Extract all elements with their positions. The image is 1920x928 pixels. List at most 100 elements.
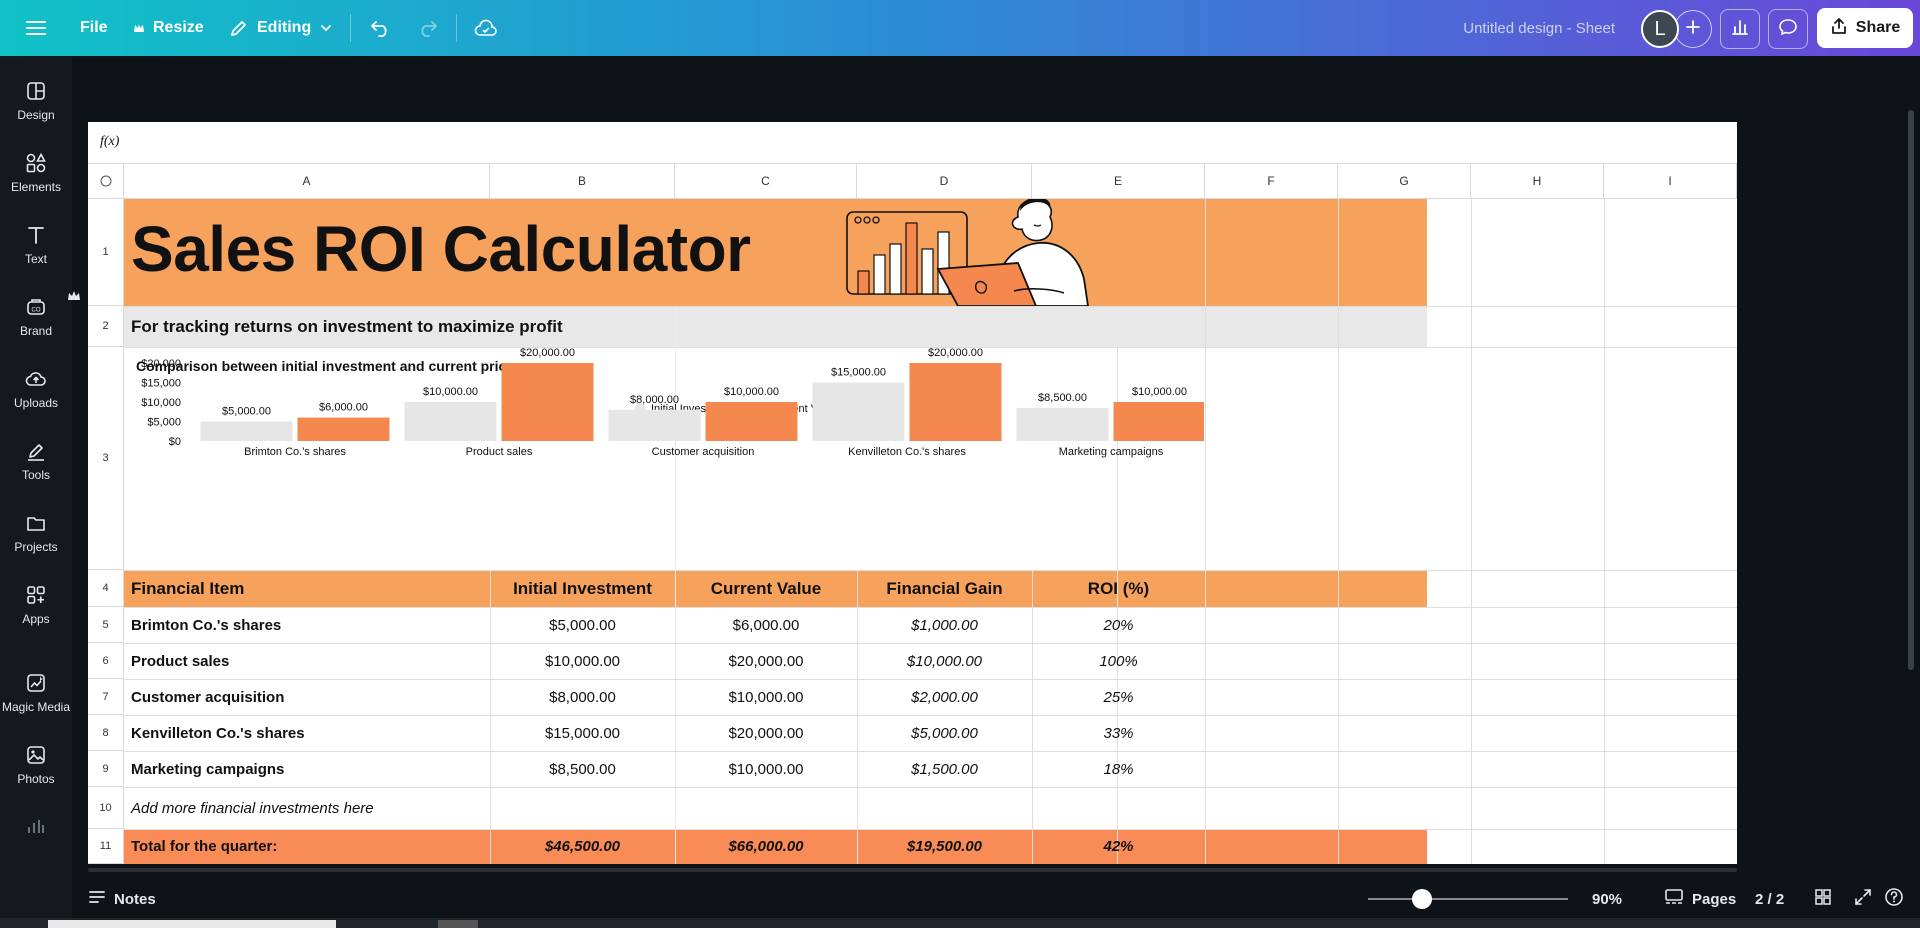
table-cell-financial-item[interactable]: Marketing campaigns (131, 760, 285, 778)
column-header-b[interactable]: B (490, 164, 675, 199)
table-cell-roi[interactable]: 18% (1103, 760, 1134, 778)
row-header-2[interactable]: 2 (88, 306, 124, 347)
table-cell-current-value[interactable]: $20,000.00 (728, 724, 804, 742)
table-cell-initial-investment[interactable]: $8,500.00 (549, 760, 616, 778)
sidebar-item-uploads[interactable]: Uploads (0, 368, 72, 410)
sidebar-item-charts[interactable] (0, 816, 72, 834)
editing-mode-dropdown[interactable]: Editing (229, 0, 333, 56)
vertical-scrollbar[interactable] (1908, 110, 1914, 670)
zoom-level[interactable]: 90% (1592, 890, 1623, 908)
row-header-6[interactable]: 6 (88, 643, 124, 679)
table-cell-financial-gain[interactable]: $2,000.00 (911, 688, 978, 706)
zoom-slider-handle[interactable] (1412, 889, 1432, 909)
sheet-title[interactable]: Sales ROI Calculator (131, 213, 751, 285)
sidebar-item-magic-media[interactable]: Magic Media (0, 672, 72, 714)
total-initial-investment[interactable]: $46,500.00 (544, 838, 621, 855)
horizontal-scrollbar[interactable] (88, 868, 1737, 872)
table-header-financial-gain[interactable]: Financial Gain (886, 578, 1003, 598)
undo-button[interactable] (370, 0, 392, 56)
sidebar-item-projects[interactable]: Projects (0, 512, 72, 554)
row-header-9[interactable]: 9 (88, 751, 124, 787)
table-cell-initial-investment[interactable]: $10,000.00 (544, 652, 621, 670)
row-header-11[interactable]: 11 (88, 829, 124, 864)
avatar[interactable]: L (1641, 10, 1679, 48)
row-header-3[interactable]: 3 (88, 347, 124, 570)
table-cell-current-value[interactable]: $10,000.00 (728, 688, 804, 706)
share-button[interactable]: Share (1817, 8, 1913, 48)
table-cell-financial-gain[interactable]: $5,000.00 (911, 724, 978, 742)
total-roi[interactable]: 42% (1103, 838, 1134, 855)
page-indicator[interactable]: 2 / 2 (1755, 890, 1785, 908)
spreadsheet-canvas[interactable]: f(x) A B C D E F G H I 1 2 3 4 5 6 7 8 9… (88, 122, 1737, 864)
add-collaborator-button[interactable] (1674, 10, 1712, 48)
table-cell-financial-item[interactable]: Product sales (131, 652, 230, 670)
sidebar-item-design[interactable]: Design (0, 80, 72, 122)
table-cell-financial-gain[interactable]: $1,500.00 (911, 760, 978, 778)
column-header-a[interactable]: A (124, 164, 490, 199)
document-title[interactable]: Untitled design - Sheet (1463, 19, 1615, 37)
table-cell-initial-investment[interactable]: $8,000.00 (549, 688, 616, 706)
table-cell-financial-gain[interactable]: $1,000.00 (911, 616, 978, 634)
table-header-financial-item[interactable]: Financial Item (131, 578, 245, 598)
column-header-f[interactable]: F (1205, 164, 1338, 199)
file-menu[interactable]: File (80, 0, 108, 56)
table-cell-roi[interactable]: 33% (1103, 724, 1134, 742)
comments-button[interactable] (1768, 9, 1808, 49)
table-cell-current-value[interactable]: $20,000.00 (728, 652, 804, 670)
menu-button[interactable] (26, 0, 46, 56)
sidebar-item-apps[interactable]: Apps (0, 584, 72, 626)
select-all-corner[interactable] (88, 164, 124, 199)
row-header-4[interactable]: 4 (88, 570, 124, 607)
column-header-i[interactable]: I (1604, 164, 1737, 199)
redo-button[interactable] (416, 0, 438, 56)
row-header-5[interactable]: 5 (88, 607, 124, 643)
grid-view-button[interactable] (1814, 878, 1832, 920)
table-cell-current-value[interactable]: $10,000.00 (728, 760, 804, 778)
zoom-slider[interactable] (1368, 898, 1568, 900)
sidebar-item-elements[interactable]: Elements (0, 152, 72, 194)
table-cell-roi[interactable]: 25% (1103, 688, 1134, 706)
row-header-7[interactable]: 7 (88, 679, 124, 715)
total-label[interactable]: Total for the quarter: (131, 838, 278, 855)
table-header-current-value[interactable]: Current Value (710, 578, 822, 598)
table-cell-current-value[interactable]: $6,000.00 (732, 616, 800, 634)
table-cell-roi[interactable]: 20% (1103, 616, 1134, 634)
formula-bar[interactable]: f(x) (88, 122, 1737, 164)
row-header-10[interactable]: 10 (88, 787, 124, 829)
table-cell-initial-investment[interactable]: $5,000.00 (549, 616, 616, 634)
help-button[interactable] (1884, 878, 1904, 920)
resize-button[interactable]: Resize (133, 0, 204, 56)
table-cell-initial-investment[interactable]: $15,000.00 (544, 724, 621, 742)
table-cell-financial-item[interactable]: Brimton Co.'s shares (131, 616, 282, 634)
taskbar-window[interactable] (438, 920, 478, 928)
add-investments-placeholder[interactable]: Add more financial investments here (131, 799, 374, 817)
total-financial-gain[interactable]: $19,500.00 (906, 838, 983, 855)
table-header-initial-investment[interactable]: Initial Investment (513, 578, 652, 598)
table-cell-financial-item[interactable]: Customer acquisition (131, 688, 285, 706)
sheet-subtitle[interactable]: For tracking returns on investment to ma… (131, 317, 563, 336)
fullscreen-button[interactable] (1854, 878, 1872, 920)
table-cell-financial-gain[interactable]: $10,000.00 (906, 652, 983, 670)
insights-button[interactable] (1720, 9, 1760, 49)
row-header-1[interactable]: 1 (88, 199, 124, 306)
column-header-c[interactable]: C (675, 164, 857, 199)
column-header-d[interactable]: D (857, 164, 1032, 199)
save-status-button[interactable] (474, 0, 498, 56)
sidebar-item-tools[interactable]: Tools (0, 440, 72, 482)
notes-button[interactable]: Notes (88, 878, 156, 920)
table-header-roi[interactable]: ROI (%) (1087, 578, 1150, 598)
table-cell-roi[interactable]: 100% (1099, 652, 1138, 670)
table-cell-financial-item[interactable]: Kenvilleton Co.'s shares (131, 724, 305, 742)
total-current-value[interactable]: $66,000.00 (728, 838, 804, 855)
row-header-8[interactable]: 8 (88, 715, 124, 751)
sidebar-item-brand[interactable]: CO Brand (0, 291, 80, 338)
taskbar-window[interactable] (48, 920, 336, 928)
column-header-h[interactable]: H (1471, 164, 1604, 199)
chart-bar (297, 417, 390, 441)
sidebar-item-text[interactable]: Text (0, 224, 72, 266)
column-header-e[interactable]: E (1032, 164, 1205, 199)
column-header-g[interactable]: G (1338, 164, 1471, 199)
pages-button[interactable]: Pages (1664, 878, 1736, 920)
sidebar-item-photos[interactable]: Photos (0, 744, 72, 786)
